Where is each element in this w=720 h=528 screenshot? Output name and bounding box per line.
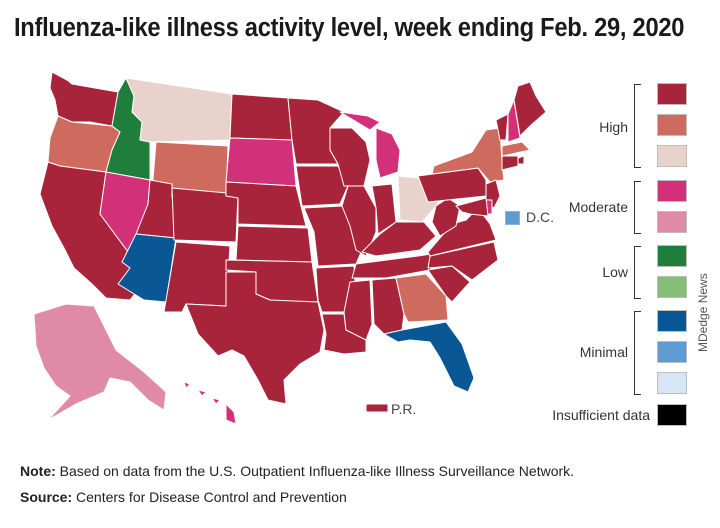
legend-label-low: Low <box>602 264 628 280</box>
state-ct <box>501 155 519 171</box>
state-vt <box>495 113 509 141</box>
source-label: Source: <box>20 489 73 505</box>
state-in <box>371 183 397 235</box>
map-title: Influenza-like illness activity level, w… <box>14 14 685 42</box>
legend-bracket-low <box>634 246 641 299</box>
state-md <box>455 197 489 217</box>
dc-swatch <box>505 211 520 225</box>
state-ms <box>343 279 373 341</box>
legend-swatch-moderate-light <box>657 211 687 233</box>
legend-label-high: High <box>599 119 628 135</box>
state-ma <box>501 141 531 157</box>
source-text: Centers for Disease Control and Preventi… <box>72 489 347 505</box>
dc-label: D.C. <box>526 209 554 225</box>
state-ia <box>295 165 349 207</box>
legend-bracket-minimal <box>634 311 641 395</box>
legend-label-moderate: Moderate <box>568 199 628 215</box>
state-nd <box>229 93 293 141</box>
state-ks <box>235 225 313 263</box>
state-ky <box>361 221 437 257</box>
state-wa <box>49 71 119 127</box>
state-ri <box>517 155 525 165</box>
watermark: MDedge News <box>696 273 710 352</box>
state-ak <box>33 303 167 421</box>
state-pr <box>365 403 389 413</box>
legend-swatch-insufficient <box>657 404 687 426</box>
legend-swatch-moderate-dark <box>657 180 687 202</box>
state-me <box>513 81 547 137</box>
legend-swatch-minimal-mid <box>657 341 687 363</box>
state-ga <box>395 273 449 323</box>
state-sd <box>225 137 297 187</box>
state-co <box>171 187 239 243</box>
footer-source: Source: Centers for Disease Control and … <box>20 489 347 505</box>
legend-swatch-high-dark <box>657 83 687 105</box>
legend-swatch-high-mid <box>657 114 687 136</box>
legend-label-minimal: Minimal <box>579 344 628 360</box>
state-pa <box>417 167 487 203</box>
state-nh <box>507 99 521 143</box>
state-nm <box>163 241 231 313</box>
legend-swatch-high-light <box>657 145 687 167</box>
state-ny <box>431 127 505 183</box>
state-il <box>341 185 377 257</box>
legend-bracket-moderate <box>634 181 641 234</box>
state-tx <box>185 271 325 405</box>
state-mi <box>339 111 401 179</box>
state-nc <box>427 241 499 281</box>
legend-swatch-minimal-dark <box>657 310 687 332</box>
pr-label: P.R. <box>391 401 417 417</box>
legend-swatch-low-light <box>657 276 687 298</box>
state-ne <box>225 181 307 227</box>
note-label: Note: <box>20 463 56 479</box>
footer-note: Note: Based on data from the U.S. Outpat… <box>20 463 574 479</box>
legend-bracket-high <box>634 84 641 168</box>
legend-swatch-minimal-light <box>657 372 687 394</box>
legend-swatch-low-dark <box>657 245 687 267</box>
state-fl <box>383 321 475 393</box>
legend-label-insufficient: Insufficient data <box>552 407 650 423</box>
note-text: Based on data from the U.S. Outpatient I… <box>55 463 575 479</box>
state-az <box>117 233 177 303</box>
state-mt <box>125 77 233 143</box>
state-hi <box>183 381 237 425</box>
